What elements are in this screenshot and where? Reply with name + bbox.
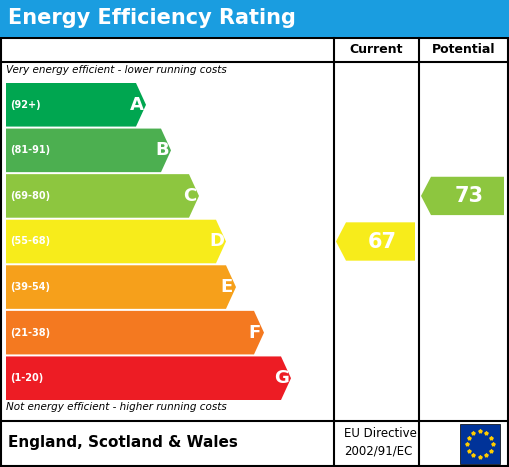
Text: (92+): (92+) <box>10 100 41 110</box>
Text: Energy Efficiency Rating: Energy Efficiency Rating <box>8 8 296 28</box>
Polygon shape <box>6 219 226 263</box>
Polygon shape <box>336 222 415 261</box>
Text: Not energy efficient - higher running costs: Not energy efficient - higher running co… <box>6 402 227 412</box>
Text: EU Directive
2002/91/EC: EU Directive 2002/91/EC <box>344 427 417 457</box>
Text: (1-20): (1-20) <box>10 373 43 383</box>
Text: Very energy efficient - lower running costs: Very energy efficient - lower running co… <box>6 65 227 75</box>
Text: (21-38): (21-38) <box>10 328 50 338</box>
Bar <box>460 424 500 464</box>
Polygon shape <box>6 265 236 309</box>
Polygon shape <box>6 128 171 172</box>
Text: D: D <box>210 233 224 250</box>
Text: E: E <box>221 278 233 296</box>
Text: Potential: Potential <box>432 43 495 56</box>
Polygon shape <box>421 177 504 215</box>
Text: Current: Current <box>350 43 403 56</box>
Polygon shape <box>6 174 199 218</box>
Polygon shape <box>6 83 146 127</box>
Text: B: B <box>155 142 169 159</box>
Text: G: G <box>274 369 290 387</box>
Polygon shape <box>6 311 264 354</box>
Text: (55-68): (55-68) <box>10 236 50 247</box>
Text: (39-54): (39-54) <box>10 282 50 292</box>
Text: F: F <box>249 324 261 342</box>
Polygon shape <box>6 356 291 400</box>
Text: (81-91): (81-91) <box>10 145 50 156</box>
Text: (69-80): (69-80) <box>10 191 50 201</box>
Text: England, Scotland & Wales: England, Scotland & Wales <box>8 434 238 450</box>
Bar <box>0 0 509 37</box>
Text: A: A <box>130 96 144 114</box>
Text: 67: 67 <box>368 232 397 252</box>
Text: 73: 73 <box>455 186 484 206</box>
Text: C: C <box>183 187 196 205</box>
